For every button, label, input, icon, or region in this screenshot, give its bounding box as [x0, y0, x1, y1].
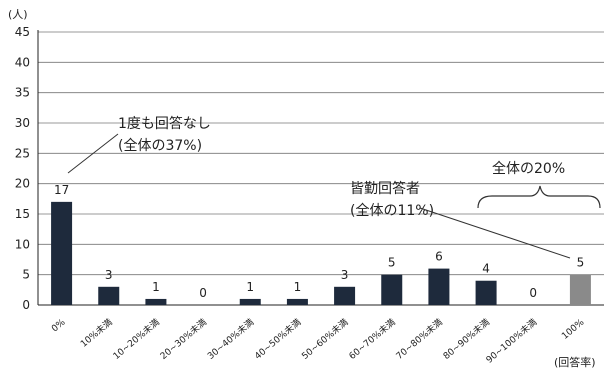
- x-tick-label: 0%: [50, 317, 68, 334]
- x-tick-label: 100%: [560, 317, 586, 341]
- x-tick-label: 30~40%未満: [205, 316, 256, 362]
- x-tick-label: 10%未満: [78, 316, 115, 350]
- bar: [239, 298, 261, 305]
- gridlines: [38, 31, 604, 276]
- data-label: 1: [152, 280, 160, 294]
- y-tick-label: 0: [22, 298, 30, 312]
- y-tick-label: 45: [15, 25, 30, 39]
- x-tick-label: 20~30%未満: [158, 316, 209, 362]
- bar: [381, 274, 403, 305]
- data-labels: 17 3 1 0 1 1 3 5 6 4 0 5: [54, 183, 584, 300]
- bar: [428, 268, 450, 305]
- data-label: 1: [294, 280, 302, 294]
- annotation-no-answer-line2: (全体の37%): [118, 137, 202, 154]
- bar: [286, 298, 308, 305]
- annotation-perfect-line1: 皆勤回答者: [350, 180, 420, 197]
- bar: [98, 286, 120, 305]
- bar: [51, 201, 73, 305]
- data-label: 0: [529, 286, 537, 300]
- annotation-no-answer-line1: 1度も回答なし: [118, 115, 211, 132]
- y-tick-label: 20: [15, 177, 30, 191]
- y-tick-label: 10: [15, 237, 30, 251]
- data-label: 5: [577, 256, 585, 270]
- data-label: 5: [388, 256, 396, 270]
- brace-twenty-percent: [477, 185, 601, 209]
- bar: [475, 280, 497, 305]
- leader-line-perfect: [419, 207, 571, 259]
- data-label: 0: [199, 286, 207, 300]
- data-label: 17: [54, 183, 69, 197]
- x-tick-label: 50~60%未満: [299, 316, 350, 362]
- annotation-perfect-line2: (全体の11%): [350, 202, 434, 219]
- leader-line-no-answer: [67, 133, 119, 174]
- bar: [569, 274, 591, 305]
- x-tick-label: 10~20%未満: [110, 316, 161, 362]
- bar: [145, 298, 167, 305]
- x-tick-label: 70~80%未満: [393, 316, 444, 362]
- x-tick-label: 60~70%未満: [346, 316, 397, 362]
- y-tick-label: 35: [15, 86, 30, 100]
- x-tick-label: 80~90%未満: [441, 316, 492, 362]
- data-label: 6: [435, 250, 443, 264]
- data-label: 3: [105, 268, 113, 282]
- x-tick-label: 90~100%未満: [483, 316, 539, 366]
- bars: [51, 201, 591, 305]
- y-axis-unit: (人): [8, 8, 28, 21]
- y-tick-label: 30: [15, 116, 30, 130]
- annotation-twenty-percent: 全体の20%: [492, 160, 565, 177]
- data-label: 3: [341, 268, 349, 282]
- x-axis-unit: (回答率): [554, 355, 596, 369]
- y-tick-label: 15: [15, 207, 30, 221]
- y-tick-label: 5: [22, 268, 30, 282]
- y-tick-label: 40: [15, 55, 30, 69]
- y-tick-label: 25: [15, 146, 30, 160]
- data-label: 4: [482, 262, 490, 276]
- x-tick-label: 40~50%未満: [252, 316, 303, 362]
- data-label: 1: [246, 280, 254, 294]
- bar: [334, 286, 356, 305]
